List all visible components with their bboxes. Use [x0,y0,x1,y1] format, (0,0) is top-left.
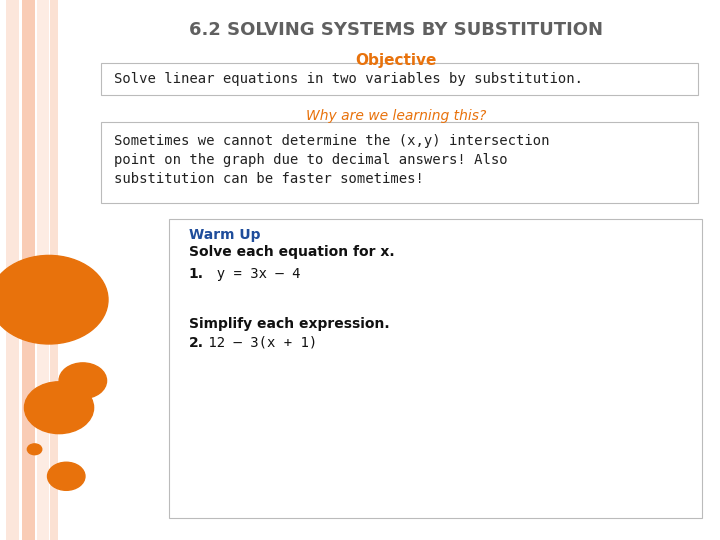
Circle shape [24,382,94,434]
Text: 12 – 3(x + 1): 12 – 3(x + 1) [200,336,318,350]
FancyBboxPatch shape [169,219,702,518]
Text: Simplify each expression.: Simplify each expression. [189,317,390,331]
Text: y = 3x – 4: y = 3x – 4 [200,267,301,281]
Text: Solve each equation for x.: Solve each equation for x. [189,245,395,259]
Text: 1.: 1. [189,267,204,281]
Circle shape [0,255,108,344]
Text: Warm Up: Warm Up [189,228,260,242]
FancyBboxPatch shape [37,0,49,540]
Text: Sometimes we cannot determine the (x,y) intersection: Sometimes we cannot determine the (x,y) … [114,134,549,149]
Circle shape [48,462,85,490]
Circle shape [59,363,107,399]
FancyBboxPatch shape [101,63,698,94]
Text: Why are we learning this?: Why are we learning this? [306,109,486,123]
Text: substitution can be faster sometimes!: substitution can be faster sometimes! [114,172,423,186]
Text: 2.: 2. [189,336,204,350]
Text: Objective: Objective [355,53,437,68]
FancyBboxPatch shape [50,0,58,540]
FancyBboxPatch shape [22,0,35,540]
Circle shape [27,444,42,455]
Text: point on the graph due to decimal answers! Also: point on the graph due to decimal answer… [114,153,508,167]
Text: Solve linear equations in two variables by substitution.: Solve linear equations in two variables … [114,72,582,86]
Text: 6.2 SOLVING SYSTEMS BY SUBSTITUTION: 6.2 SOLVING SYSTEMS BY SUBSTITUTION [189,21,603,39]
FancyBboxPatch shape [6,0,19,540]
FancyBboxPatch shape [101,122,698,202]
